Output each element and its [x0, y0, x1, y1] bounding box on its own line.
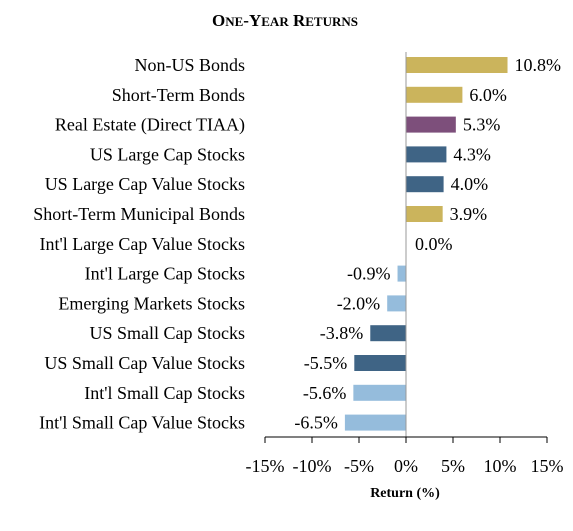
bar-real-estate-direct-tiaa [406, 116, 456, 133]
x-tick-label: -5% [344, 456, 374, 476]
category-label-real-estate-direct-tiaa: Real Estate (Direct TIAA) [55, 115, 245, 136]
x-tick-label: 0% [394, 456, 418, 476]
category-label-int-l-small-cap-stocks: Int'l Small Cap Stocks [84, 383, 245, 403]
x-tick-label: -10% [293, 456, 332, 476]
bar-us-large-cap-value-stocks [406, 176, 444, 193]
category-label-int-l-small-cap-value-stocks: Int'l Small Cap Value Stocks [39, 413, 245, 433]
category-label-short-term-bonds: Short-Term Bonds [112, 85, 245, 105]
value-label-non-us-bonds: 10.8% [515, 55, 562, 75]
value-label-int-l-small-cap-stocks: -5.6% [303, 383, 347, 403]
value-label-short-term-municipal-bonds: 3.9% [450, 204, 488, 224]
bar-int-l-large-cap-stocks [397, 265, 406, 282]
value-label-real-estate-direct-tiaa: 5.3% [463, 115, 501, 135]
bar-int-l-small-cap-stocks [353, 384, 406, 401]
category-label-us-small-cap-stocks: US Small Cap Stocks [89, 323, 245, 343]
value-label-us-large-cap-stocks: 4.3% [453, 144, 491, 164]
value-label-us-small-cap-value-stocks: -5.5% [304, 353, 348, 373]
bar-short-term-bonds [406, 86, 463, 103]
bar-us-large-cap-stocks [406, 146, 447, 163]
category-label-short-term-municipal-bonds: Short-Term Municipal Bonds [33, 204, 245, 224]
bar-short-term-municipal-bonds [406, 206, 443, 222]
value-label-us-large-cap-value-stocks: 4.0% [451, 174, 489, 194]
category-label-non-us-bonds: Non-US Bonds [134, 55, 245, 75]
x-tick-label: -15% [246, 456, 285, 476]
category-label-int-l-large-cap-value-stocks: Int'l Large Cap Value Stocks [39, 234, 245, 254]
value-label-emerging-markets-stocks: -2.0% [337, 293, 381, 313]
value-label-int-l-large-cap-stocks: -0.9% [347, 264, 391, 284]
category-label-us-small-cap-value-stocks: US Small Cap Value Stocks [44, 353, 245, 373]
value-label-us-small-cap-stocks: -3.8% [320, 323, 364, 343]
category-label-int-l-large-cap-stocks: Int'l Large Cap Stocks [85, 264, 245, 284]
category-label-emerging-markets-stocks: Emerging Markets Stocks [58, 293, 245, 313]
bar-us-small-cap-stocks [370, 325, 406, 342]
category-label-us-large-cap-stocks: US Large Cap Stocks [90, 144, 245, 164]
value-label-short-term-bonds: 6.0% [469, 85, 507, 105]
bar-us-small-cap-value-stocks [354, 355, 406, 371]
value-label-int-l-small-cap-value-stocks: -6.5% [294, 413, 338, 433]
bar-non-us-bonds [406, 57, 508, 73]
x-tick-label: 10% [484, 456, 517, 476]
bar-int-l-small-cap-value-stocks [344, 414, 406, 431]
x-tick-label: 5% [441, 456, 465, 476]
chart-title: ONE-YEAR RETURNS [212, 11, 358, 30]
x-axis-title: Return (%) [370, 486, 440, 501]
value-label-int-l-large-cap-value-stocks: 0.0% [415, 234, 453, 254]
bar-emerging-markets-stocks [387, 295, 406, 312]
x-tick-label: 15% [531, 456, 564, 476]
category-label-us-large-cap-value-stocks: US Large Cap Value Stocks [45, 174, 245, 194]
